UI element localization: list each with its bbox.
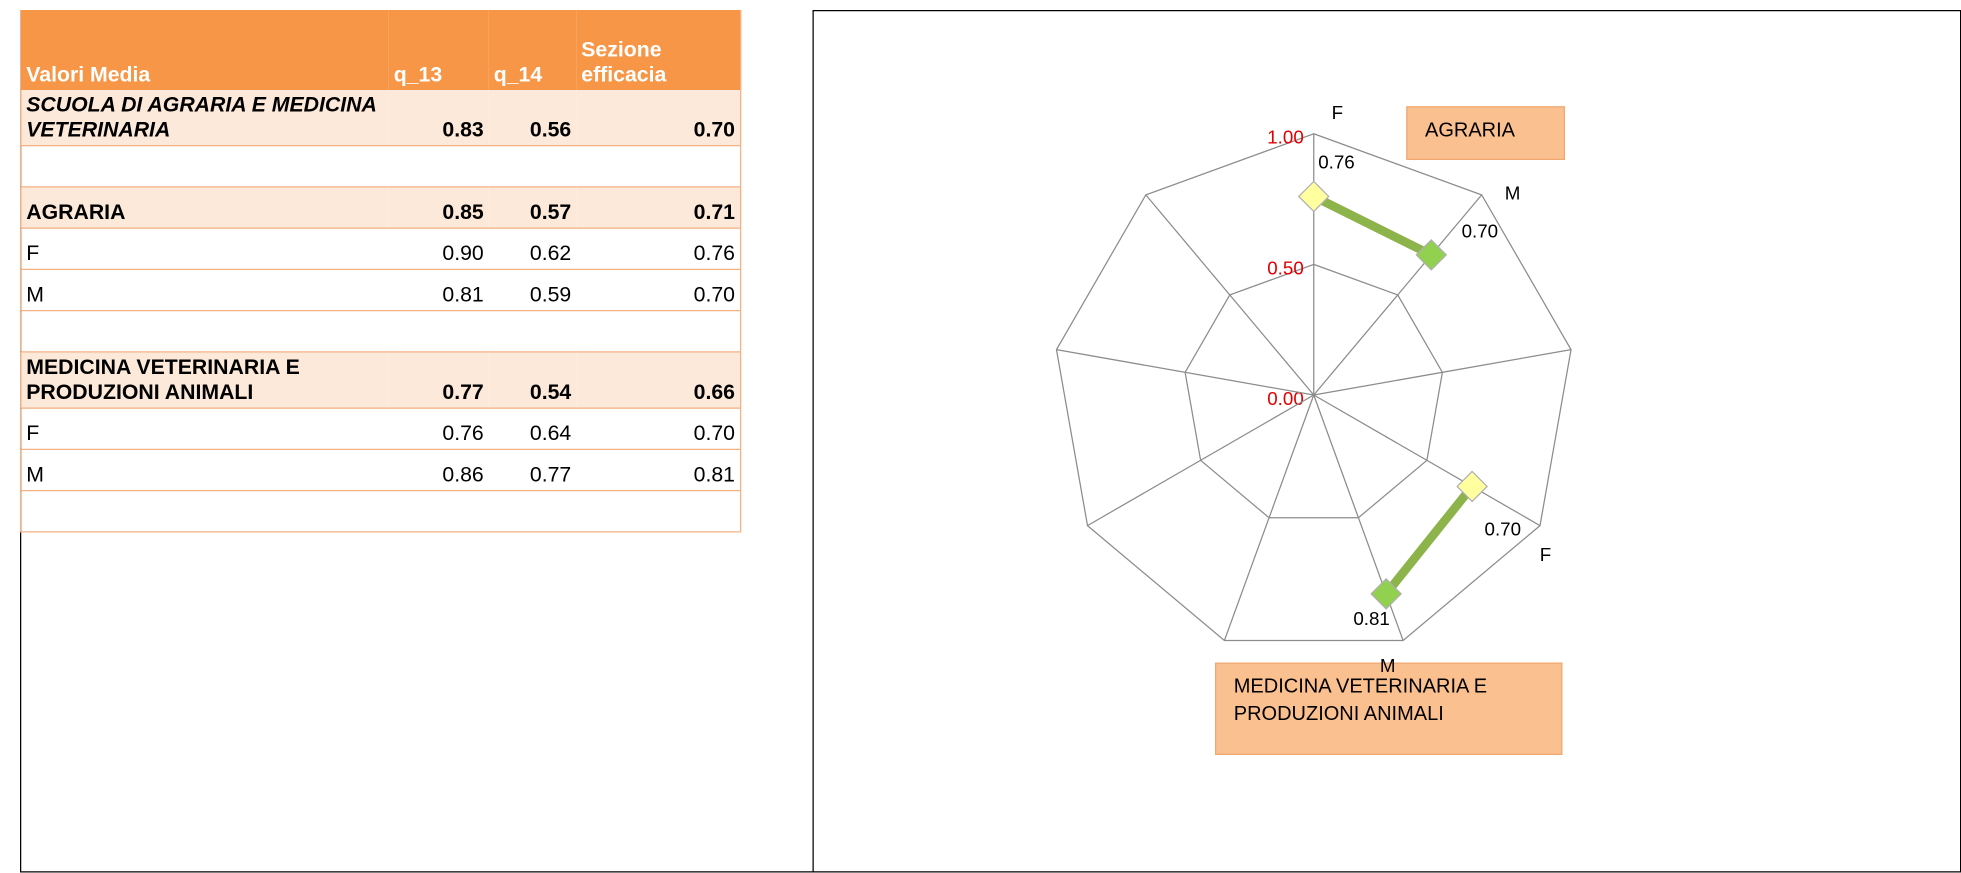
table-cell: 0.54 [488, 351, 577, 409]
table-cell [576, 145, 741, 188]
table-cell: 0.66 [576, 351, 741, 409]
table-cell: MEDICINA VETERINARIA E PRODUZIONI ANIMAL… [20, 351, 389, 409]
category-label: M [1505, 183, 1521, 204]
spoke [1313, 349, 1572, 396]
table-cell [20, 145, 389, 188]
table-cell: 0.64 [488, 408, 577, 450]
table-cell: M [20, 269, 389, 312]
table-cell: 0.77 [388, 351, 489, 409]
data-label: 0.76 [1318, 152, 1355, 173]
table-cell: 0.70 [576, 408, 741, 450]
grid-ring [1055, 133, 1572, 642]
table-cell: F [20, 228, 389, 270]
header-cell: Sezione efficacia [576, 10, 741, 90]
legend-box: MEDICINA VETERINARIA E PRODUZIONI ANIMAL… [1215, 662, 1563, 755]
marker [1456, 470, 1489, 503]
table-cell: 0.90 [388, 228, 489, 270]
data-table: Valori Media q_13 q_14 Sezione efficacia SC… [20, 10, 742, 533]
table-cell [488, 490, 577, 533]
table-cell: 0.76 [388, 408, 489, 450]
table-cell: 0.81 [576, 449, 741, 492]
table-cell: M [20, 449, 389, 492]
table-row [20, 490, 741, 533]
table-cell: 0.62 [488, 228, 577, 270]
table-cell: 0.70 [576, 90, 741, 147]
table-cell: 0.81 [388, 269, 489, 312]
spoke [1313, 394, 1541, 527]
border [812, 10, 1961, 12]
header-cell: q_13 [388, 10, 489, 90]
marker [1415, 239, 1448, 271]
header-row: Valori Media q_13 q_14 Sezione efficacia [20, 10, 741, 90]
marker [1297, 180, 1330, 213]
r-tick-label: 1.00 [1267, 127, 1304, 148]
table-cell: 0.70 [576, 269, 741, 312]
table-cell: 0.86 [388, 449, 489, 492]
table-cell: 0.77 [488, 449, 577, 492]
grid-ring [1184, 263, 1444, 519]
spoke [1223, 394, 1315, 641]
data-label: 0.81 [1353, 608, 1390, 629]
table-cell [20, 490, 389, 533]
series-line [1311, 192, 1434, 259]
table-cell: SCUOLA DI AGRARIA E MEDICINA VETERINARIA [20, 90, 389, 147]
r-tick-label: 0.50 [1267, 257, 1304, 278]
border [812, 10, 814, 873]
table-cell [20, 310, 389, 353]
table-row: M 0.81 0.59 0.70 [20, 269, 741, 312]
spoke [1145, 194, 1315, 396]
table-cell: 0.71 [576, 186, 741, 229]
table-cell [388, 490, 489, 533]
category-label: F [1540, 544, 1551, 565]
table-cell: 0.56 [488, 90, 577, 147]
table-cell [388, 145, 489, 188]
table-cell: 0.76 [576, 228, 741, 270]
table-row: M 0.86 0.77 0.81 [20, 449, 741, 492]
table-cell: AGRARIA [20, 186, 389, 229]
spoke [1056, 349, 1314, 396]
category-label: F [1332, 102, 1343, 123]
table-cell [488, 145, 577, 188]
border [20, 871, 1961, 873]
r-tick-label: 0.00 [1267, 388, 1304, 409]
table-cell [388, 310, 489, 353]
data-label: 0.70 [1462, 220, 1499, 241]
table-cell: 0.83 [388, 90, 489, 147]
table-cell: F [20, 408, 389, 450]
category-label: M [1380, 655, 1396, 676]
table-cell [576, 490, 741, 533]
table-row: F 0.76 0.64 0.70 [20, 408, 741, 450]
table-cell [488, 310, 577, 353]
table-row: F 0.90 0.62 0.76 [20, 228, 741, 270]
table-cell: 0.57 [488, 186, 577, 229]
header-cell: q_14 [488, 10, 577, 90]
spoke [1313, 194, 1483, 396]
table-row: MEDICINA VETERINARIA E PRODUZIONI ANIMAL… [20, 351, 741, 409]
header-cell: Valori Media [20, 10, 389, 90]
spoke [1087, 394, 1315, 527]
legend-box: AGRARIA [1406, 106, 1565, 160]
table-cell: 0.85 [388, 186, 489, 229]
table-row [20, 145, 741, 188]
table-cell [576, 310, 741, 353]
table-cell: 0.59 [488, 269, 577, 312]
data-label: 0.70 [1485, 518, 1521, 539]
marker [1370, 577, 1403, 610]
table-row: AGRARIA 0.85 0.57 0.71 [20, 186, 741, 229]
table-row: SCUOLA DI AGRARIA E MEDICINA VETERINARIA… [20, 90, 741, 147]
series-line [1382, 483, 1476, 597]
table-row [20, 310, 741, 353]
